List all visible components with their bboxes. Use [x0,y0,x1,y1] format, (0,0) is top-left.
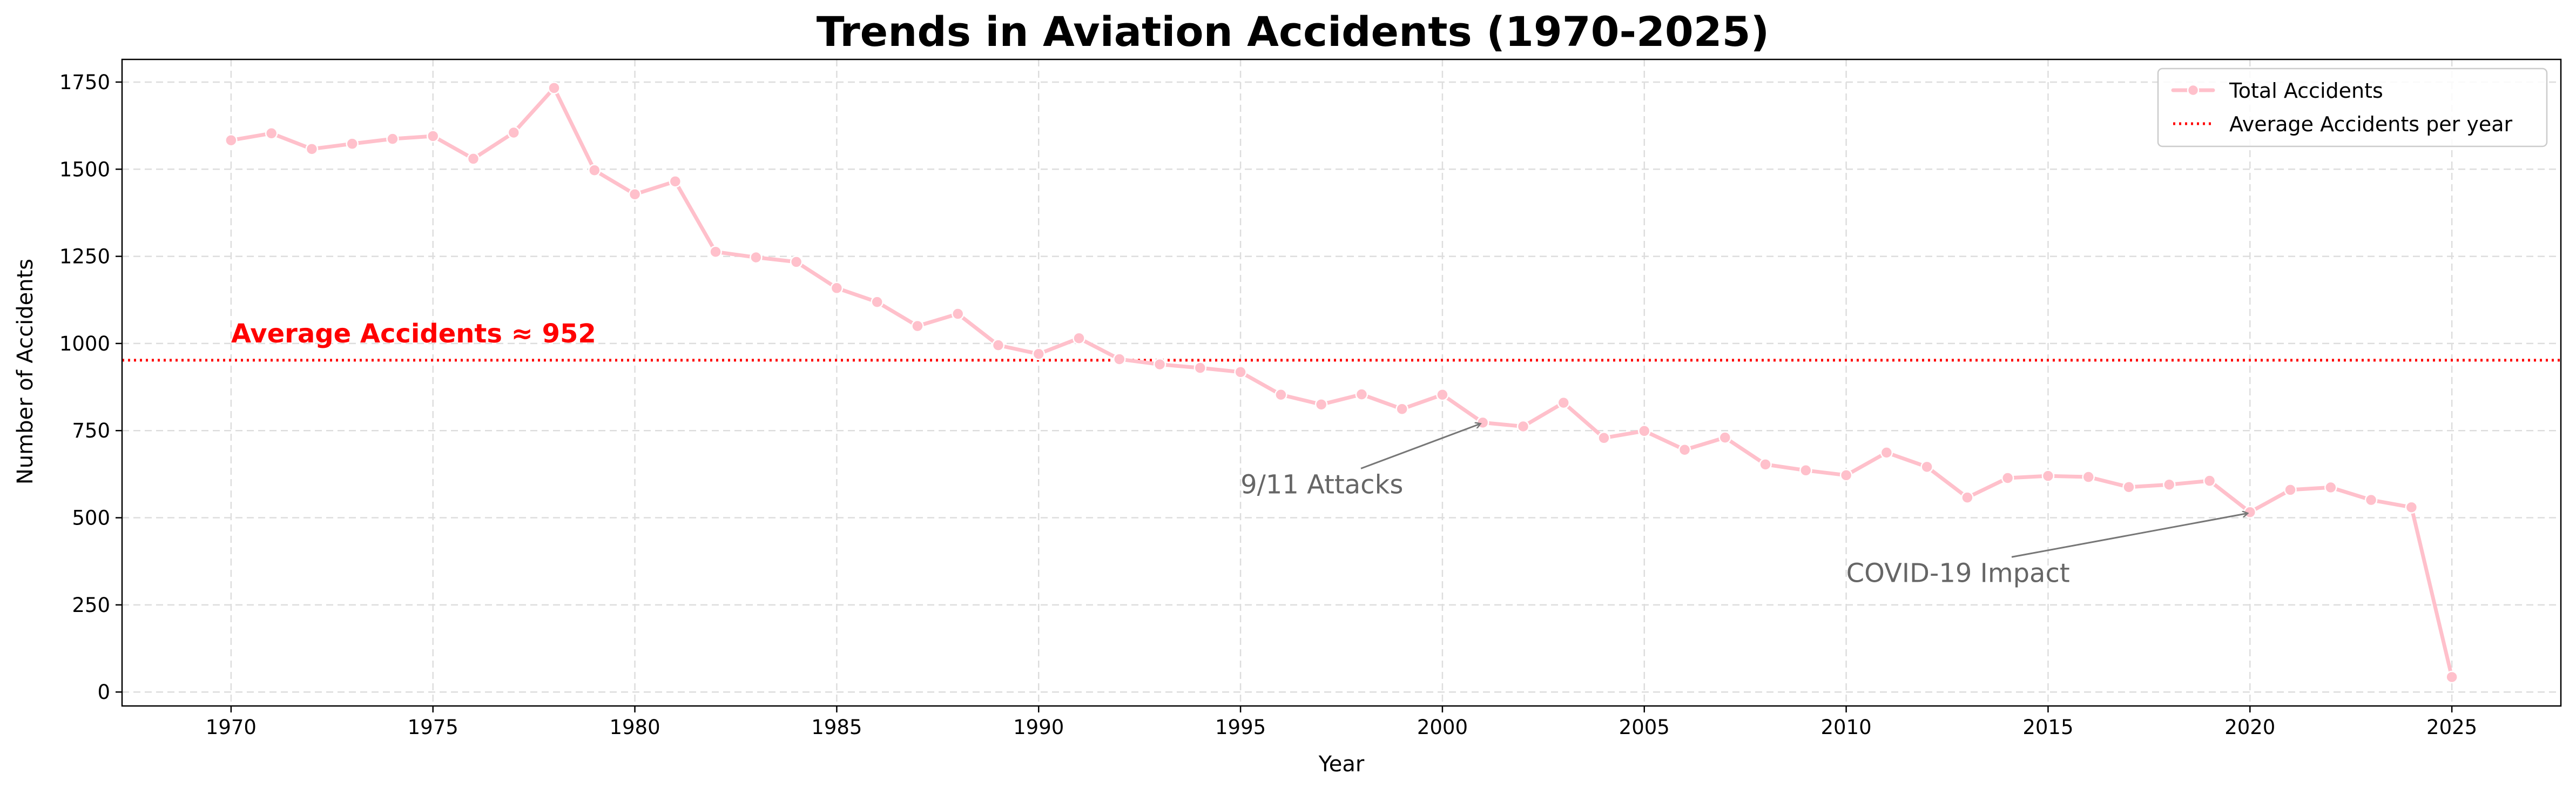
y-axis-ticks: 0 250 500 750 1000 1250 1500 1750 [59,71,122,704]
data-point-2002 [1516,420,1530,433]
data-point-1977 [507,126,521,139]
annotation-arrow-0 [1360,423,1481,469]
data-point-2021 [2284,483,2297,496]
grid [122,59,2561,706]
data-point-1978 [548,82,561,95]
data-point-1970 [225,133,238,147]
data-point-2004 [1597,432,1610,445]
annotation-arrow-1 [2011,513,2248,558]
x-tick-label-1975: 1975 [408,716,458,739]
data-point-1971 [265,127,278,140]
data-point-1994 [1193,361,1207,374]
annotation-text-1: COVID-19 Impact [1846,558,2070,588]
x-tick-label-2005: 2005 [1619,716,1670,739]
y-tick-label-500: 500 [72,507,110,530]
data-point-2022 [2324,481,2337,494]
x-tick-label-2015: 2015 [2022,716,2073,739]
y-axis-label: Number of Accidents [13,259,38,485]
data-point-2019 [2203,474,2216,487]
data-point-1992 [1113,353,1126,366]
data-point-1995 [1234,366,1247,379]
annotation-text-0: 9/11 Attacks [1240,469,1403,500]
data-point-1993 [1153,358,1166,371]
y-tick-label-250: 250 [72,594,110,617]
data-point-2011 [1880,446,1893,459]
data-point-2015 [2041,469,2055,482]
average-reference-line: Average Accidents ≈ 952 [122,319,2561,362]
data-point-2008 [1759,458,1772,471]
data-point-1991 [1073,332,1085,345]
data-point-2025 [2445,670,2458,684]
x-tick-label-2000: 2000 [1417,716,1468,739]
data-point-1990 [1032,347,1045,361]
data-point-1988 [951,307,965,320]
data-point-2006 [1678,443,1691,456]
data-point-2009 [1799,464,1812,477]
data-point-1976 [467,152,480,165]
data-point-2017 [2122,481,2135,494]
data-point-2000 [1436,388,1449,401]
x-tick-label-1990: 1990 [1013,716,1064,739]
data-point-1974 [386,132,399,145]
data-point-2020 [2243,506,2257,519]
x-tick-label-1985: 1985 [811,716,862,739]
plot-area-frame [121,58,2562,707]
data-point-1987 [911,319,924,333]
data-point-1996 [1274,388,1287,401]
legend-box [2157,68,2548,147]
y-tick-label-1750: 1750 [59,71,110,94]
data-point-2014 [2001,472,2014,485]
data-point-1982 [709,245,722,258]
data-point-1989 [992,339,1005,352]
data-point-1998 [1355,388,1368,401]
data-point-2012 [1920,460,1933,474]
data-point-1983 [750,251,763,264]
data-point-2007 [1718,431,1732,444]
x-tick-label-2020: 2020 [2224,716,2275,739]
data-point-2010 [1839,469,1853,482]
x-tick-label-2010: 2010 [1821,716,1872,739]
data-point-2003 [1557,396,1570,409]
data-point-2013 [1961,491,1974,504]
data-point-2024 [2405,501,2418,514]
data-point-2018 [2162,478,2176,491]
data-point-1985 [830,281,844,295]
data-point-1984 [790,255,803,268]
data-point-1986 [871,295,884,308]
y-tick-label-1250: 1250 [59,245,110,268]
y-tick-label-1500: 1500 [59,158,110,181]
series-line-0 [229,86,2454,679]
data-point-1979 [588,164,601,177]
y-tick-label-1000: 1000 [59,332,110,355]
data-point-1972 [305,143,319,156]
data-point-2001 [1476,416,1489,429]
x-tick-label-2025: 2025 [2426,716,2477,739]
data-point-1981 [669,175,682,188]
legend-label-average: Average Accidents per year [2229,112,2513,136]
series-total-accidents [225,82,2458,684]
data-point-1997 [1314,398,1328,411]
data-point-2016 [2082,470,2095,483]
data-point-1999 [1395,402,1408,415]
legend: Total Accidents Average Accidents per ye… [2157,68,2548,147]
annotations: 9/11 Attacks COVID-19 Impact [1240,423,2248,588]
x-tick-label-1970: 1970 [206,716,257,739]
data-point-2005 [1638,425,1651,438]
average-label: Average Accidents ≈ 952 [231,319,596,349]
y-tick-label-0: 0 [97,681,110,704]
legend-marker-total-accidents [2187,84,2200,97]
data-point-1980 [628,187,642,201]
data-point-1975 [426,130,440,143]
legend-label-total-accidents: Total Accidents [2229,79,2383,103]
data-point-2023 [2364,493,2378,507]
x-tick-label-1980: 1980 [609,716,660,739]
data-point-1973 [346,137,359,150]
y-tick-label-750: 750 [72,419,110,442]
x-axis-ticks: 1970 1975 1980 1985 1990 1995 2000 2005 2010 2015… [206,706,2477,739]
x-axis-label: Year [1318,752,1365,777]
chart-title: Trends in Aviation Accidents (1970-2025) [817,8,1770,56]
x-tick-label-1995: 1995 [1215,716,1266,739]
